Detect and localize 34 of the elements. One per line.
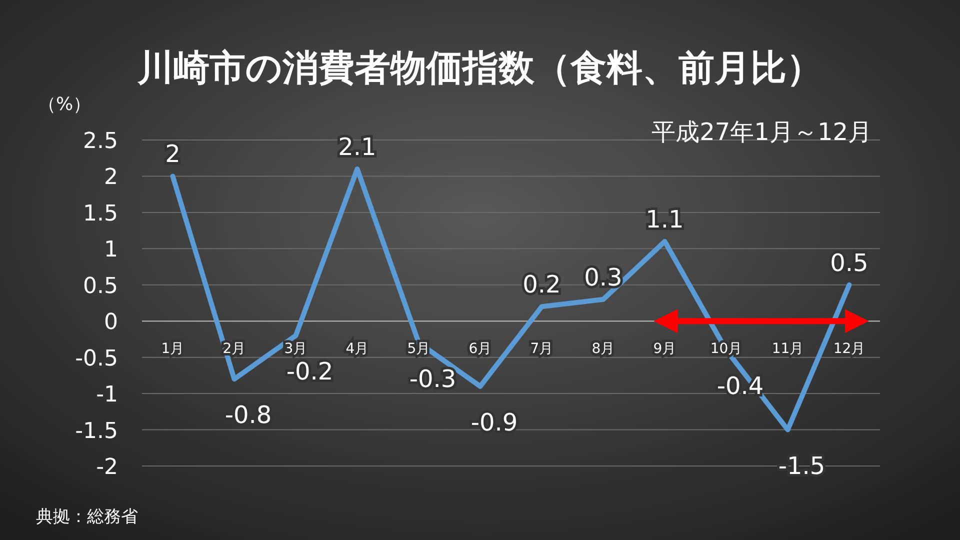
x-tick-label: 8月 bbox=[592, 341, 615, 358]
y-tick-label: 2.5 bbox=[83, 129, 118, 154]
x-tick-label: 3月 bbox=[284, 341, 308, 358]
x-tick-label: 4月 bbox=[346, 341, 369, 358]
x-tick-label: 9月 bbox=[653, 341, 676, 358]
y-axis-title: （%） bbox=[38, 94, 92, 115]
x-tick-label: 6月 bbox=[468, 341, 492, 358]
y-tick-label: -1 bbox=[96, 382, 118, 408]
data-label: -1.5 bbox=[778, 452, 826, 480]
data-label: -0.2 bbox=[286, 358, 334, 386]
y-tick-label: 0 bbox=[104, 310, 118, 336]
y-tick-label: -0.5 bbox=[75, 346, 118, 372]
y-tick-label: 1.5 bbox=[83, 201, 118, 226]
chart-subtitle: 平成27年1月～12月 bbox=[652, 118, 872, 146]
y-tick-label: -2 bbox=[96, 455, 118, 480]
y-tick-label: 0.5 bbox=[83, 274, 118, 299]
data-label: -0.3 bbox=[409, 364, 456, 393]
data-label: -0.9 bbox=[470, 408, 518, 436]
y-tick-label: 1 bbox=[104, 238, 118, 263]
x-tick-label: 7月 bbox=[530, 341, 554, 358]
chart-title: 川崎市の消費者物価指数（食料、前月比） bbox=[136, 48, 822, 89]
data-label: 0.3 bbox=[584, 263, 622, 292]
text: 典拠：総務省 bbox=[36, 507, 138, 527]
y-tick-label: 2 bbox=[104, 165, 118, 190]
data-label: 2.1 bbox=[338, 132, 376, 161]
data-label: -0.8 bbox=[224, 401, 272, 430]
data-label: 0.2 bbox=[522, 270, 561, 299]
data-label: 0.5 bbox=[830, 248, 868, 277]
data-label: 2 bbox=[165, 140, 180, 168]
y-tick-label: -1.5 bbox=[75, 418, 118, 444]
data-label: 1.1 bbox=[646, 205, 684, 234]
x-tick-label: 12月 bbox=[833, 341, 866, 358]
x-tick-label: 1月 bbox=[161, 341, 184, 358]
x-tick-label: 11月 bbox=[772, 341, 804, 358]
